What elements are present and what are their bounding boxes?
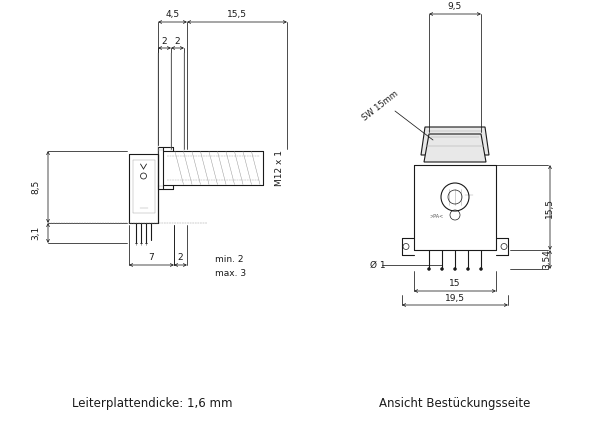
Text: min. 2: min. 2: [215, 256, 243, 265]
Text: 3,54: 3,54: [542, 250, 551, 269]
Text: 4,5: 4,5: [165, 10, 179, 19]
Circle shape: [454, 268, 457, 271]
Text: M12 x 1: M12 x 1: [274, 150, 283, 186]
Text: 2: 2: [174, 36, 181, 45]
Text: max. 3: max. 3: [215, 269, 246, 278]
Polygon shape: [424, 134, 486, 162]
Circle shape: [441, 268, 443, 271]
Circle shape: [427, 268, 430, 271]
Text: 9,5: 9,5: [448, 3, 462, 12]
Text: >PA<: >PA<: [430, 214, 444, 218]
Text: 8,5: 8,5: [32, 180, 41, 194]
Text: 3,1: 3,1: [32, 226, 41, 240]
Text: 2: 2: [162, 36, 167, 45]
Text: Ø 1: Ø 1: [370, 260, 385, 269]
Text: 7: 7: [148, 254, 154, 263]
Text: SW 15mm: SW 15mm: [361, 89, 399, 123]
Text: 15: 15: [449, 280, 461, 288]
Text: 15,5: 15,5: [227, 10, 247, 19]
Polygon shape: [421, 127, 489, 155]
Circle shape: [480, 268, 483, 271]
Text: 19,5: 19,5: [445, 293, 465, 302]
Text: 15,5: 15,5: [545, 197, 553, 218]
Text: Leiterplattendicke: 1,6 mm: Leiterplattendicke: 1,6 mm: [72, 396, 232, 410]
Circle shape: [466, 268, 469, 271]
Text: 2: 2: [178, 254, 184, 263]
Text: Ansicht Bestückungsseite: Ansicht Bestückungsseite: [379, 396, 531, 410]
